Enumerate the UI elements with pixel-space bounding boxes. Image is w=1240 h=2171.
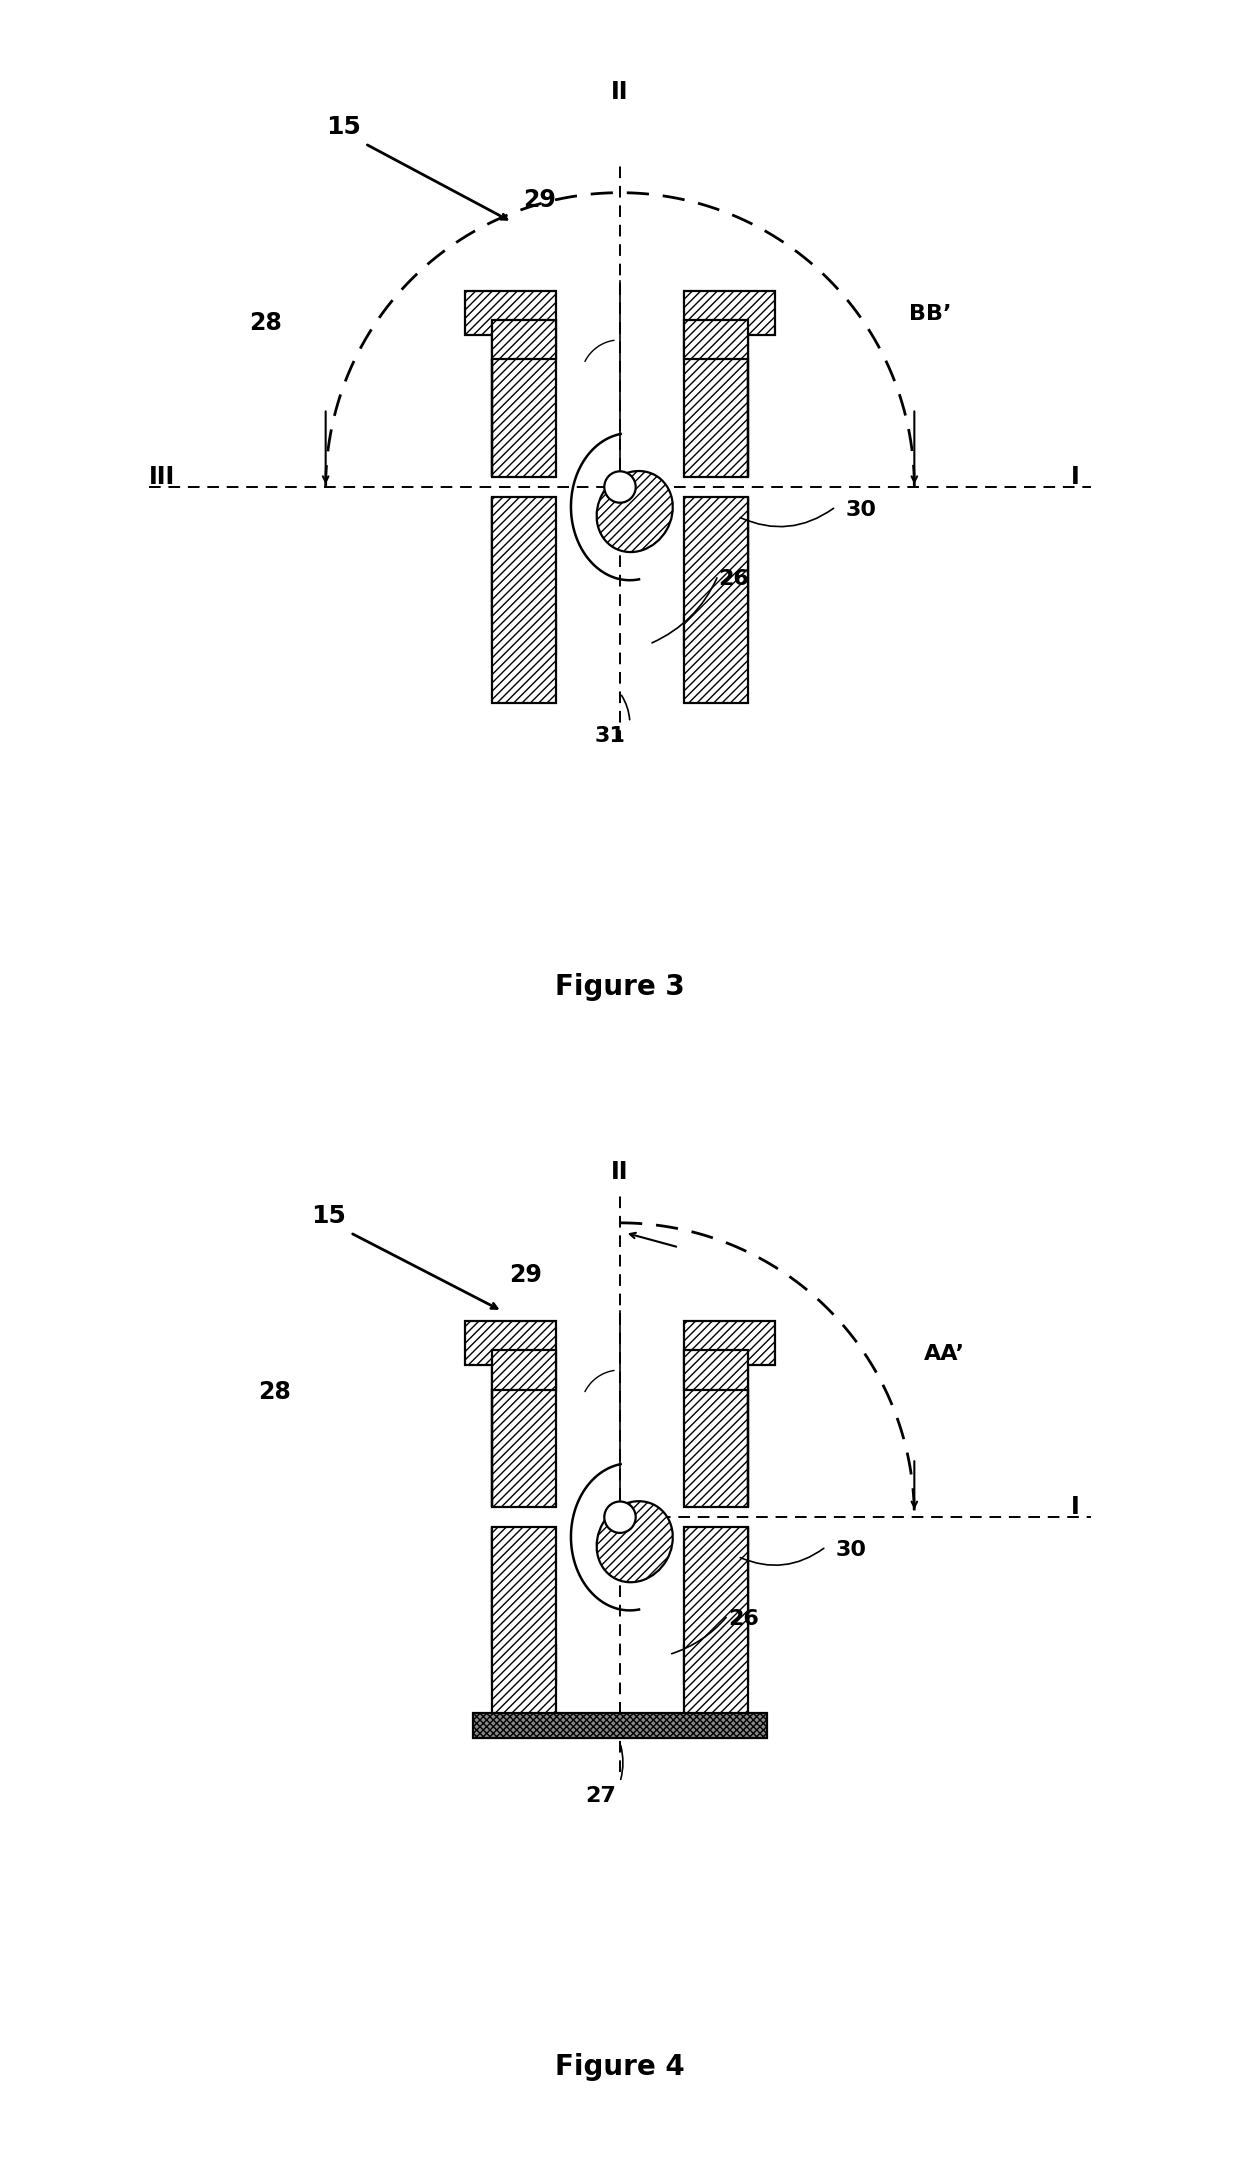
- Bar: [472, 1713, 768, 1739]
- Text: 29: 29: [508, 1264, 542, 1287]
- Text: II: II: [611, 80, 629, 104]
- Polygon shape: [683, 1526, 748, 1732]
- Text: 31: 31: [595, 725, 626, 747]
- Ellipse shape: [596, 1500, 673, 1583]
- Circle shape: [604, 471, 636, 504]
- Text: 28: 28: [258, 1381, 291, 1405]
- Text: I: I: [1071, 465, 1080, 488]
- Polygon shape: [683, 497, 748, 703]
- Polygon shape: [492, 1350, 557, 1507]
- Polygon shape: [492, 497, 557, 653]
- Text: 26: 26: [728, 1609, 759, 1628]
- Polygon shape: [492, 1526, 557, 1732]
- Polygon shape: [683, 1526, 748, 1685]
- Text: Figure 4: Figure 4: [556, 2052, 684, 2080]
- Text: Figure 3: Figure 3: [556, 973, 684, 1001]
- Text: 15: 15: [311, 1205, 346, 1229]
- Text: 28: 28: [249, 310, 281, 334]
- Text: 27: 27: [585, 1787, 616, 1806]
- Polygon shape: [492, 497, 557, 703]
- Text: 15: 15: [326, 115, 361, 139]
- Ellipse shape: [596, 471, 673, 551]
- Text: 29: 29: [523, 189, 557, 213]
- Text: AA’: AA’: [924, 1344, 965, 1363]
- Text: BB’: BB’: [909, 304, 952, 323]
- Circle shape: [604, 1502, 636, 1533]
- Polygon shape: [465, 1320, 557, 1507]
- Polygon shape: [683, 291, 775, 478]
- Polygon shape: [683, 497, 748, 653]
- Text: 30: 30: [846, 502, 877, 521]
- Polygon shape: [492, 1526, 557, 1685]
- Polygon shape: [683, 1350, 748, 1507]
- Polygon shape: [683, 1320, 775, 1507]
- Text: 30: 30: [836, 1541, 867, 1561]
- Text: III: III: [149, 465, 175, 488]
- Text: II: II: [611, 1159, 629, 1183]
- Polygon shape: [683, 319, 748, 478]
- Text: 26: 26: [718, 569, 749, 588]
- Polygon shape: [492, 319, 557, 478]
- Text: I: I: [1071, 1496, 1080, 1520]
- Polygon shape: [465, 291, 557, 478]
